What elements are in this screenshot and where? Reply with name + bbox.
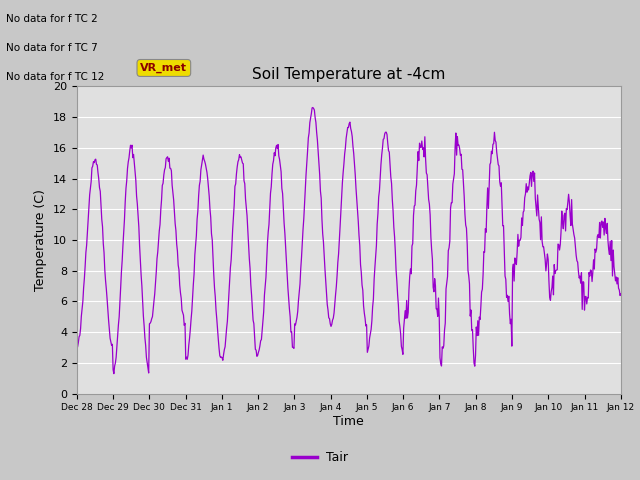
- Y-axis label: Temperature (C): Temperature (C): [35, 189, 47, 291]
- Text: No data for f TC 7: No data for f TC 7: [6, 43, 98, 53]
- Text: No data for f TC 2: No data for f TC 2: [6, 14, 98, 24]
- Text: VR_met: VR_met: [140, 63, 188, 73]
- X-axis label: Time: Time: [333, 415, 364, 428]
- Title: Soil Temperature at -4cm: Soil Temperature at -4cm: [252, 68, 445, 83]
- Legend: Tair: Tair: [287, 446, 353, 469]
- Text: No data for f TC 12: No data for f TC 12: [6, 72, 105, 82]
